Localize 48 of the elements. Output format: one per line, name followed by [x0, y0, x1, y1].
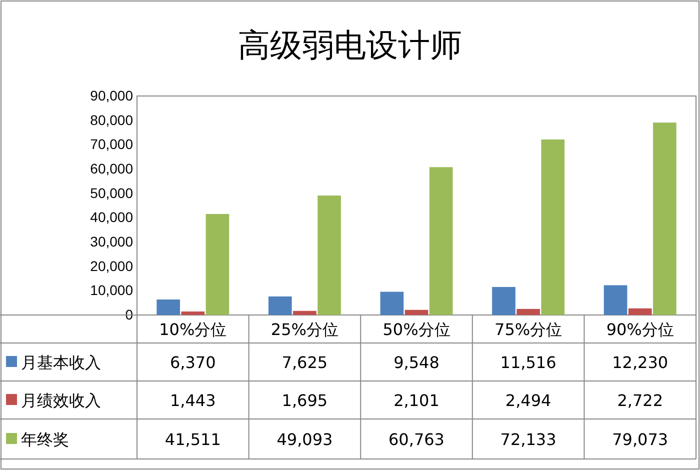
- chart-title: 高级弱电设计师: [238, 26, 462, 64]
- bar: [404, 310, 428, 315]
- data-label: 79,073: [612, 430, 668, 449]
- y-tick-label: 30,000: [90, 233, 134, 250]
- data-label: 2,494: [505, 391, 552, 410]
- x-tick-label: 25%分位: [270, 320, 338, 339]
- data-label: 60,763: [388, 430, 444, 449]
- data-label: 41,511: [164, 430, 221, 449]
- bar: [516, 308, 540, 315]
- data-label: 11,516: [500, 353, 556, 372]
- x-tick-label: 10%分位: [159, 320, 227, 339]
- data-label: 1,695: [282, 391, 328, 410]
- bar: [380, 292, 404, 315]
- y-tick-label: 40,000: [90, 209, 134, 226]
- bar: [156, 300, 180, 315]
- bar: [293, 310, 316, 315]
- x-tick-label: 90%分位: [606, 320, 674, 339]
- y-tick-label: 50,000: [90, 184, 134, 201]
- legend-label: 年终奖: [21, 430, 69, 449]
- data-label: 2,722: [617, 391, 664, 410]
- data-label: 7,625: [282, 353, 328, 372]
- data-label: 1,443: [170, 391, 216, 410]
- bar: [318, 196, 341, 315]
- bar: [604, 285, 628, 315]
- y-tick-label: 90,000: [90, 87, 134, 104]
- data-label: 2,101: [394, 391, 440, 410]
- y-tick-label: 60,000: [90, 160, 134, 176]
- y-tick-label: 80,000: [90, 112, 134, 128]
- bar: [429, 167, 453, 315]
- data-label: 6,370: [170, 353, 216, 372]
- y-tick-label: 70,000: [90, 136, 134, 152]
- x-tick-label: 75%分位: [494, 320, 562, 339]
- bar: [541, 139, 565, 315]
- bar: [653, 122, 676, 315]
- x-tick-label: 50%分位: [382, 320, 450, 339]
- data-label: 49,093: [276, 430, 333, 449]
- data-label: 72,133: [500, 430, 556, 449]
- data-label: 9,548: [394, 353, 440, 372]
- y-tick-label: 20,000: [90, 258, 134, 274]
- legend-label: 月基本收入: [21, 353, 101, 372]
- bar: [268, 296, 292, 315]
- data-label: 12,230: [612, 353, 668, 372]
- bar: [206, 214, 230, 315]
- y-tick-label: 10,000: [90, 282, 134, 298]
- legend-label: 月绩效收入: [21, 391, 101, 410]
- bar: [628, 308, 652, 315]
- bar: [492, 286, 516, 315]
- bar: [181, 311, 205, 315]
